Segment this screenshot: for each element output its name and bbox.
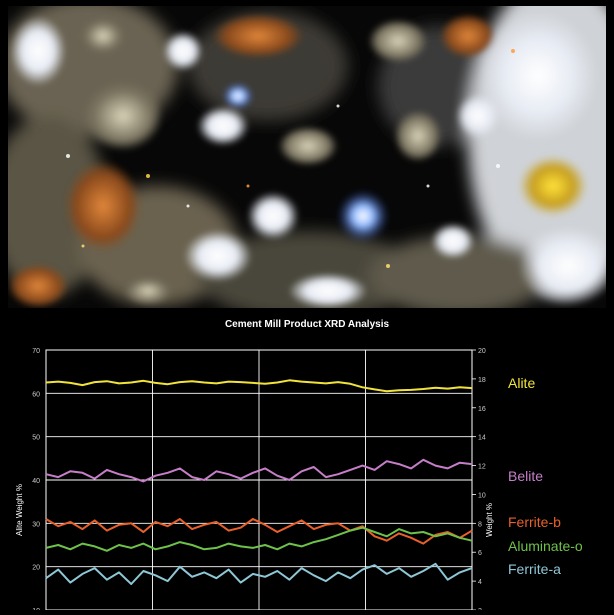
right-tick-label: 4 (478, 579, 482, 586)
right-tick-label: 10 (478, 492, 486, 499)
right-axis-label: Weight % (485, 503, 494, 537)
series-line-aluminate-o (45, 526, 473, 552)
left-tick-label: 60 (32, 391, 40, 398)
legend-label-ferrite-b: Ferrite-b (508, 514, 561, 530)
series-line-alite (45, 379, 473, 393)
legend-label-aluminate-o: Aluminate-o (508, 538, 583, 554)
series-line-ferrite-b (45, 518, 473, 545)
left-tick-label: 30 (32, 521, 40, 528)
micrograph-picture (8, 6, 606, 308)
micrograph-image (8, 6, 606, 308)
left-tick-label: 70 (32, 348, 40, 355)
right-tick-label: 20 (478, 348, 486, 355)
xrd-line-chart: Cement Mill Product XRD Analysis Alite W… (15, 319, 583, 615)
series-line-ferrite-a (45, 562, 473, 585)
right-tick-label: 6 (478, 550, 482, 557)
right-tick-label: 18 (478, 377, 486, 384)
right-tick-label: 8 (478, 521, 482, 528)
right-tick-label: 12 (478, 464, 486, 471)
left-tick-label: 50 (32, 435, 40, 442)
legend-label-ferrite-a: Ferrite-a (508, 561, 561, 577)
legend-label-belite: Belite (508, 468, 543, 484)
chart-title: Cement Mill Product XRD Analysis (225, 319, 390, 330)
series-line-belite (45, 458, 473, 483)
xrd-chart-panel: Cement Mill Product XRD Analysis Alite W… (0, 310, 614, 615)
legend-label-alite: Alite (508, 375, 535, 391)
left-tick-label: 40 (32, 478, 40, 485)
left-axis-label: Alite Weight % (15, 484, 24, 536)
left-tick-label: 20 (32, 565, 40, 572)
right-tick-label: 14 (478, 435, 486, 442)
right-tick-label: 16 (478, 406, 486, 413)
